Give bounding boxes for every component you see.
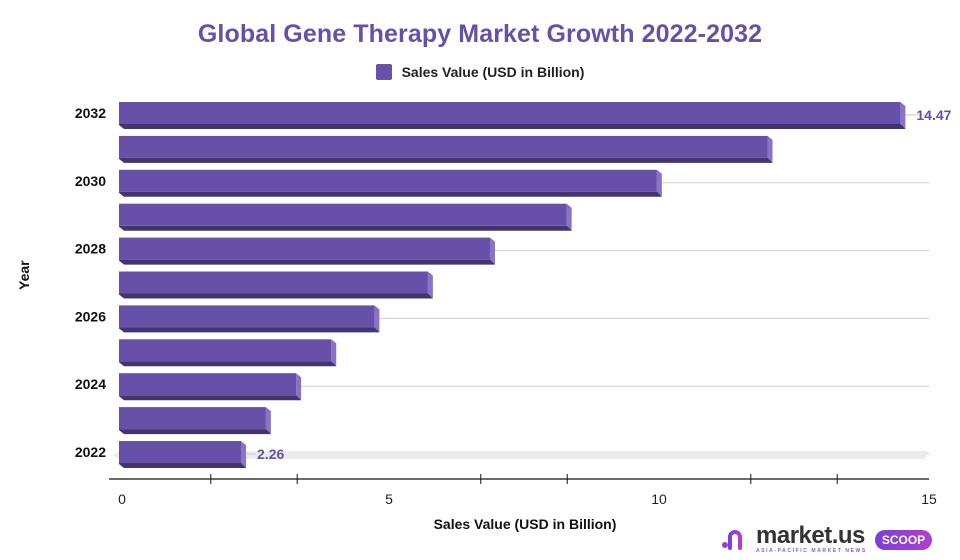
- y-tick-label-2030: 2030: [75, 173, 106, 189]
- legend-swatch: [375, 64, 392, 80]
- bar-side-2025: [331, 339, 337, 367]
- bar-shadow-2030: [119, 191, 662, 197]
- x-axis-title: Sales Value (USD in Billion): [433, 516, 617, 532]
- y-tick-label-2024: 2024: [75, 376, 106, 392]
- data-label-2022: 2.26: [257, 446, 284, 462]
- bar-side-2031: [767, 135, 773, 163]
- bar-side-2022: [241, 441, 247, 468]
- y-tick-label-2026: 2026: [75, 308, 106, 324]
- bar-2022: [119, 441, 242, 463]
- y-tick-label-2032: 2032: [75, 105, 106, 121]
- bar-2032: [119, 102, 901, 124]
- x-tick-label-15: 15: [921, 491, 937, 507]
- bar-shadow-2029: [119, 225, 572, 231]
- y-tick-label-2028: 2028: [75, 241, 106, 257]
- bar-side-2023: [265, 407, 271, 435]
- bar-2031: [119, 135, 768, 158]
- bar-side-2026: [374, 305, 380, 333]
- bar-side-2028: [489, 237, 495, 265]
- bar-shadow-2031: [119, 157, 773, 163]
- bar-2028: [119, 237, 490, 260]
- legend-label: Sales Value (USD in Billion): [401, 64, 585, 80]
- market-us-logo-icon: [722, 530, 749, 550]
- x-tick-label-10: 10: [651, 491, 667, 507]
- bar-side-2029: [566, 203, 572, 231]
- brand-badge: SCOOP: [874, 530, 933, 550]
- bar-2030: [119, 169, 657, 192]
- bar-2023: [119, 407, 266, 430]
- bar-2025: [119, 339, 332, 362]
- bar-side-2030: [656, 169, 662, 197]
- row-band-2022: [113, 451, 929, 459]
- brand-name: market.us: [756, 522, 865, 549]
- bar-shadow-2025: [119, 361, 337, 367]
- bar-2024: [119, 373, 297, 396]
- bar-2029: [119, 203, 567, 226]
- data-label-2032: 14.47: [916, 107, 951, 123]
- bar-shadow-2023: [119, 429, 271, 435]
- bar-side-2027: [427, 271, 433, 299]
- legend: Sales Value (USD in Billion): [0, 64, 960, 80]
- bar-shadow-2027: [119, 293, 433, 299]
- bar-2027: [119, 271, 428, 294]
- bar-shadow-2024: [119, 395, 302, 401]
- bar-shadow-2026: [119, 327, 380, 333]
- x-tick-label-5: 5: [385, 491, 393, 507]
- x-tick-label-0: 0: [118, 491, 126, 507]
- y-tick-label-2022: 2022: [75, 444, 106, 460]
- bar-2026: [119, 305, 375, 328]
- bar-shadow-2022: [119, 463, 247, 468]
- bar-side-2032: [900, 102, 906, 129]
- brand-logo: market.us ASIA-PACIFIC MARKET NEWS SCOOP: [722, 522, 933, 554]
- brand-tagline: ASIA-PACIFIC MARKET NEWS: [756, 548, 867, 554]
- bar-shadow-2028: [119, 259, 495, 265]
- bar-side-2024: [296, 373, 302, 401]
- chart-title: Global Gene Therapy Market Growth 2022-2…: [197, 20, 763, 48]
- bar-shadow-2032: [119, 124, 906, 129]
